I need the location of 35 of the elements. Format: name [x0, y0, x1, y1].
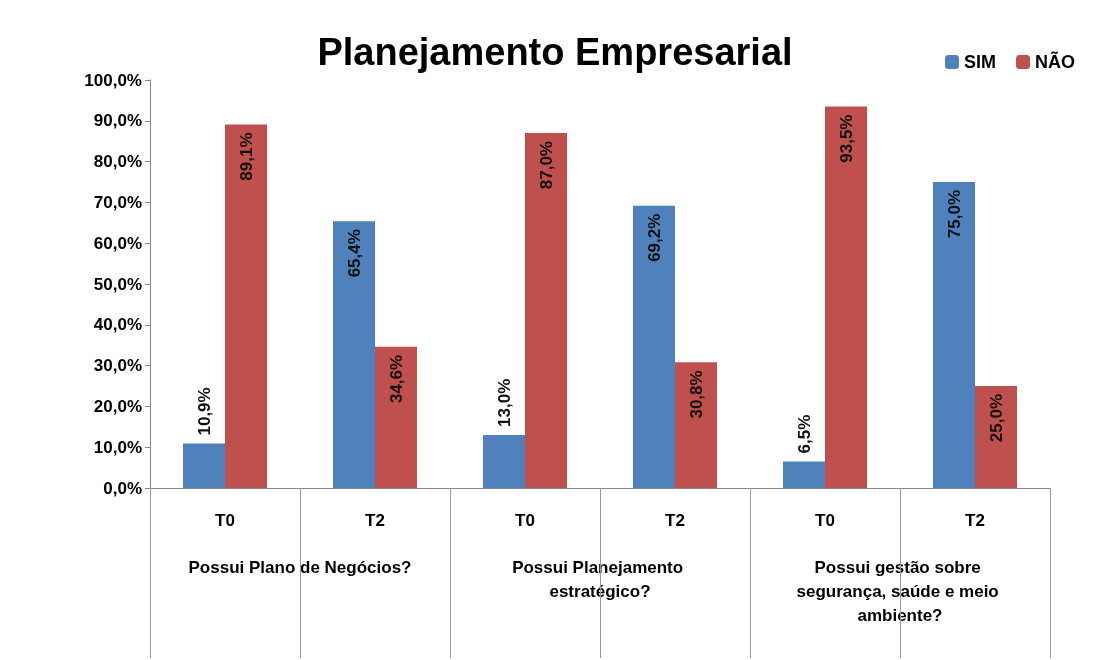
data-label: 6,5% [794, 414, 814, 454]
data-label: 69,2% [644, 213, 664, 262]
x-tick-label: T0 [215, 511, 235, 530]
data-label: 93,5% [836, 114, 856, 163]
y-tick-label: 10,0% [93, 437, 142, 457]
y-tick-label: 50,0% [93, 274, 142, 294]
data-label: 10,9% [194, 387, 214, 436]
chart-title: Planejamento Empresarial [317, 31, 793, 73]
data-label: 34,6% [386, 354, 406, 404]
x-tick-label: T2 [365, 511, 385, 530]
data-label: 13,0% [494, 378, 514, 427]
y-tick-label: 100,0% [84, 70, 142, 90]
y-tick-label: 40,0% [93, 315, 142, 335]
data-label: 30,8% [686, 370, 706, 419]
y-tick-label: 80,0% [93, 152, 142, 172]
data-label: 65,4% [344, 229, 364, 278]
text: Possui Plano de Negócios? [188, 557, 412, 577]
legend-label: NÃO [1035, 51, 1075, 72]
x-tick-label: T0 [815, 511, 835, 530]
y-tick-label: 30,0% [93, 356, 142, 376]
y-tick-label: 0,0% [103, 478, 142, 498]
y-tick-label: 90,0% [93, 111, 142, 131]
x-tick-label: T0 [515, 511, 535, 530]
y-tick-label: 70,0% [93, 192, 142, 212]
data-label: 89,1% [236, 132, 256, 181]
data-label: 75,0% [944, 190, 964, 239]
x-tick-label: T2 [665, 511, 685, 530]
y-tick-label: 20,0% [93, 396, 142, 416]
text: Possui Planejamento estratégico? [512, 557, 688, 601]
x-tick-label: T2 [965, 511, 985, 530]
data-label: 87,0% [536, 141, 556, 190]
data-label: 25,0% [986, 394, 1006, 443]
text: Possui gestão sobre segurança, saúde e meio ambiente? [796, 557, 1004, 625]
y-tick-label: 60,0% [93, 233, 142, 253]
legend-label: SIM [964, 52, 997, 72]
